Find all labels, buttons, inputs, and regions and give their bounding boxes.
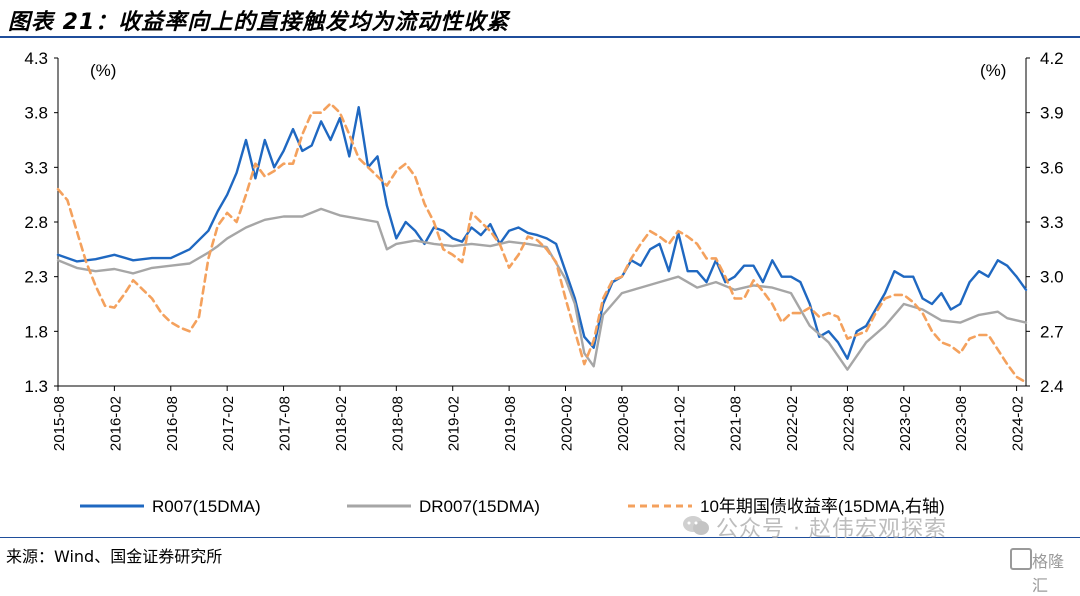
left-tick-label: 1.3 xyxy=(24,377,48,396)
left-tick-label: 3.3 xyxy=(24,158,48,177)
left-tick-label: 2.3 xyxy=(24,268,48,287)
x-tick-label: 2016-08 xyxy=(164,396,181,451)
x-tick-label: 2024-02 xyxy=(1010,396,1027,451)
left-tick-label: 4.3 xyxy=(24,49,48,68)
right-tick-label: 3.9 xyxy=(1040,104,1064,123)
wechat-icon xyxy=(683,516,709,535)
x-tick-label: 2023-08 xyxy=(953,396,970,451)
x-tick-label: 2017-02 xyxy=(220,396,237,451)
x-tick-label: 2018-08 xyxy=(389,396,406,451)
right-tick-label: 3.3 xyxy=(1040,213,1064,232)
series-line-r007 xyxy=(56,106,1028,360)
source-note: 来源：Wind、国金证券研究所 xyxy=(6,547,223,566)
right-tick-label: 3.0 xyxy=(1040,268,1064,287)
bottom-rule xyxy=(0,537,1080,538)
chart: 1.3 1.8 2.3 2.8 3.3 3.8 4.3 2.4 2.7 3.0 3.3 3.6 3.9 4… xyxy=(24,49,1063,516)
left-unit-label: (%) xyxy=(90,61,116,80)
series-line-dr007 xyxy=(56,207,1028,371)
left-tick-label: 2.8 xyxy=(24,213,48,232)
left-tick-label: 3.8 xyxy=(24,104,48,123)
left-tick-label: 1.8 xyxy=(24,322,48,341)
x-tick-label: 2015-08 xyxy=(51,396,68,451)
x-tick-label: 2019-08 xyxy=(502,396,519,451)
legend-label-bond10y: 10年期国债收益率(15DMA,右轴) xyxy=(700,497,945,516)
watermark-text: 公众号 · 赵伟宏观探索 xyxy=(716,517,947,542)
x-tick-label: 2018-02 xyxy=(333,396,350,451)
x-tick-label: 2023-02 xyxy=(897,396,914,451)
legend-label-r007: R007(15DMA) xyxy=(152,497,261,516)
right-tick-label: 2.4 xyxy=(1040,377,1064,396)
gelonghui-logo: 格隆汇 xyxy=(1010,545,1076,595)
series-line-bond10y xyxy=(56,102,1028,384)
x-tick-label: 2021-02 xyxy=(671,396,688,451)
legend: R007(15DMA) DR007(15DMA) 10年期国债收益率(15DMA,右… xyxy=(80,497,945,516)
x-tick-label: 2021-08 xyxy=(728,396,745,451)
series-lines xyxy=(56,102,1028,384)
x-tick-label: 2020-08 xyxy=(615,396,632,451)
x-tick-label: 2019-02 xyxy=(446,396,463,451)
right-tick-label: 4.2 xyxy=(1040,49,1064,68)
legend-label-dr007: DR007(15DMA) xyxy=(419,497,540,516)
right-unit-label: (%) xyxy=(980,61,1006,80)
axes: 1.3 1.8 2.3 2.8 3.3 3.8 4.3 2.4 2.7 3.0 3.3 3.6 3.9 4… xyxy=(24,49,1063,451)
right-tick-label: 3.6 xyxy=(1040,158,1064,177)
x-tick-label: 2017-08 xyxy=(277,396,294,451)
title-rule xyxy=(0,36,1080,38)
logo-mark-icon xyxy=(1010,548,1032,570)
logo-text: 格隆汇 xyxy=(1032,552,1065,595)
chart-title: 图表 21：收益率向上的直接触发均为流动性收紧 xyxy=(8,10,510,35)
x-tick-label: 2016-02 xyxy=(107,396,124,451)
x-tick-label: 2022-02 xyxy=(784,396,801,451)
x-tick-label: 2020-02 xyxy=(558,396,575,451)
x-tick-label: 2022-08 xyxy=(840,396,857,451)
right-tick-label: 2.7 xyxy=(1040,322,1064,341)
